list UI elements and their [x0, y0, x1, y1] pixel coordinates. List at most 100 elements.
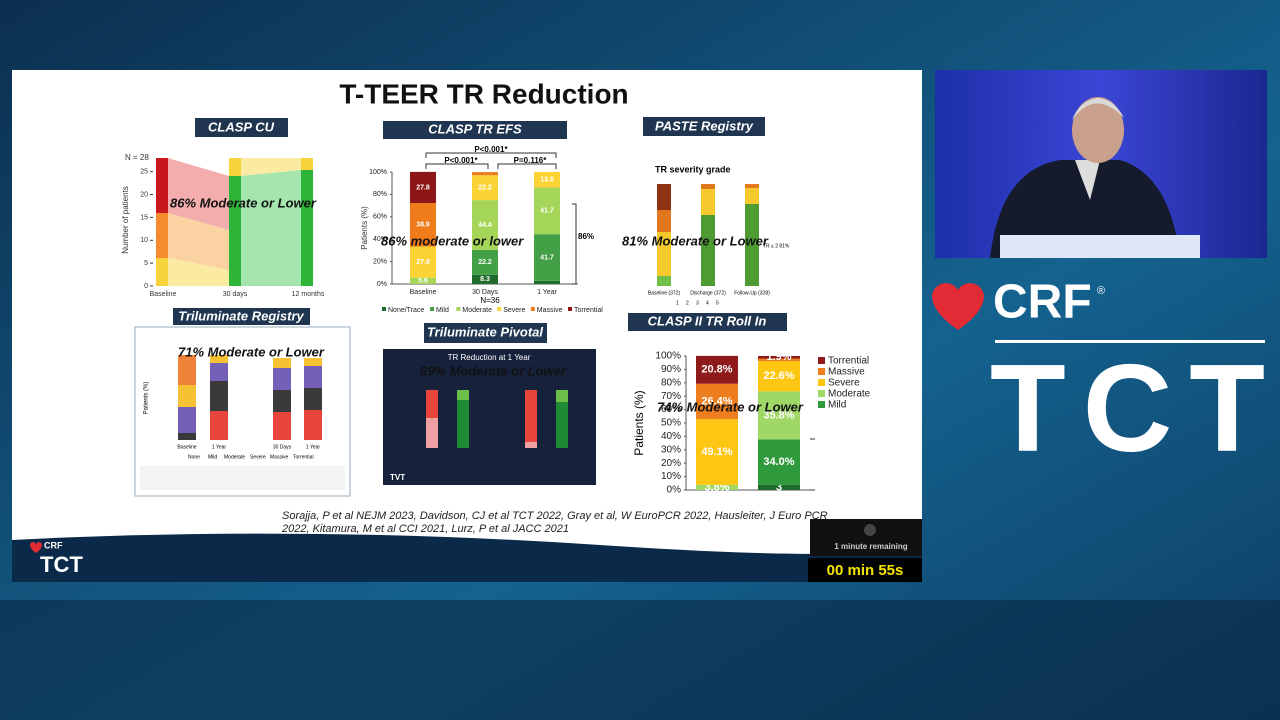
bar-segment: [534, 171, 560, 188]
footer-logo-event: TCT: [40, 552, 83, 577]
x-label: 30 Days: [273, 444, 292, 450]
heading-box: [643, 117, 765, 136]
panel-heading: CLASP II TR Roll In: [648, 313, 767, 328]
x-tick-label: Baseline: [410, 289, 437, 296]
heading-box: [383, 121, 567, 139]
sankey-art: [156, 158, 313, 286]
y-tick-label: 0%: [667, 485, 682, 496]
bar-segment: [472, 172, 498, 176]
legend-label: None/Trace: [388, 307, 424, 314]
overlay-label: 74% Moderate or Lower: [657, 399, 804, 414]
data-label: 27.8: [416, 184, 430, 191]
bracket: [425, 152, 557, 169]
bar-segment: [758, 484, 800, 490]
data-label: 20.8%: [701, 364, 732, 376]
y-tick-label: 60%: [373, 214, 387, 221]
y-tick-label: 100%: [655, 351, 681, 362]
y-tick-label: 5: [144, 260, 148, 267]
y-tick-label: 80%: [373, 191, 387, 198]
overlay-label: 86% moderate or lower: [381, 233, 524, 248]
bar-art: [426, 390, 568, 448]
x-label: 1 Year: [212, 444, 227, 450]
y-tick-label: 40%: [373, 236, 387, 243]
bar-segment: [696, 484, 738, 490]
legend-swatch: [382, 307, 386, 311]
bar-segment: [472, 175, 498, 201]
legend-swatch: [818, 379, 825, 386]
legend-label: Massive: [828, 367, 865, 378]
n-label: N = 28: [125, 153, 149, 162]
data-label: 22.2: [478, 185, 492, 192]
citation: 2022, Kitamura, M et al CCI 2021, Lurz, …: [281, 523, 569, 535]
p-value: P=0.116*: [514, 156, 548, 165]
bar-segment: [696, 355, 738, 384]
legend-item: 2: [686, 300, 689, 306]
data-label: 13.9: [540, 177, 554, 184]
caption-art: [140, 466, 345, 490]
bar-segment: [410, 277, 436, 284]
bracket: [810, 438, 815, 491]
bar-art: [178, 355, 322, 440]
y-tick-label: 40%: [661, 431, 681, 442]
legend-item: Mild: [208, 454, 217, 460]
bar-segment: [758, 361, 800, 392]
bracket-label: 86%: [578, 232, 594, 241]
x-label: Follow-Up (328): [734, 290, 770, 296]
data-label: 34.0%: [763, 456, 794, 468]
timer-box: [810, 519, 922, 556]
y-tick-label: 25: [140, 169, 148, 176]
y-tick-label: 20%: [661, 458, 681, 469]
legend-label: Massive: [537, 307, 563, 314]
y-tick-label: 0: [144, 283, 148, 290]
chart-subtitle: TR Reduction at 1 Year: [448, 353, 531, 362]
y-axis-label: Number of patients: [121, 186, 130, 254]
bar-segment: [758, 391, 800, 440]
y-tick-label: 70%: [661, 391, 681, 402]
legend: None Mild Moderate Severe Massive Torren…: [188, 454, 314, 460]
panel-heading: Triluminate Pivotal: [427, 324, 543, 339]
x-label: 30 days: [223, 291, 248, 298]
citation: Sorajja, P et al NEJM 2023, Davidson, CJ…: [282, 510, 828, 522]
legend-item: None: [188, 454, 200, 460]
data-label: 22.2: [478, 259, 492, 266]
panel-heading: CLASP TR EFS: [428, 121, 522, 136]
legend: None/Trace Mild Moderate Severe Massive Torre…: [382, 307, 603, 314]
legend-swatch: [818, 390, 825, 397]
data-label: 41.7: [540, 208, 554, 215]
data-label: 44.4: [478, 222, 492, 229]
timer-clock-box: [808, 558, 922, 582]
panel-heading: Triluminate Registry: [178, 308, 304, 323]
data-label: 49.1%: [701, 446, 732, 458]
legend-swatch: [430, 307, 434, 311]
legend-swatch: [818, 401, 825, 408]
legend-label: Severe: [828, 378, 860, 389]
data-label: 8.3: [480, 276, 490, 283]
legend-swatch: [568, 307, 572, 311]
y-tick-label: 100%: [369, 169, 387, 176]
bar-art: [657, 184, 759, 286]
y-tick-label: 30%: [661, 444, 681, 455]
y-tick-label: 50%: [661, 418, 681, 429]
heading-box: [424, 323, 547, 343]
bar-segment: [410, 171, 436, 204]
bar-segment: [758, 358, 800, 362]
y-tick-label: 10: [140, 237, 148, 244]
y-tick-label: 20%: [373, 258, 387, 265]
data-label: 22.6%: [763, 370, 794, 382]
legend-label: Moderate: [462, 307, 492, 314]
x-label: Baseline: [177, 444, 196, 450]
heading-box: [628, 313, 787, 331]
legend-item: Severe: [250, 454, 266, 460]
data-label: 26.4%: [701, 395, 732, 407]
data-label: 27.8: [416, 259, 430, 266]
bracket: [572, 203, 577, 285]
stacked-chart: 0% 20% 40% 60% 80% 100% 5.6 27.8 38.9 27.8 Baselin…: [369, 169, 578, 296]
legend-item: Torrential: [293, 454, 314, 460]
heading-box: [195, 118, 288, 137]
y-tick-label: 80%: [661, 377, 681, 388]
bar-segment: [472, 274, 498, 284]
bar-segment: [758, 356, 800, 359]
badge: TVT: [390, 473, 405, 482]
heading-box: [173, 308, 310, 325]
